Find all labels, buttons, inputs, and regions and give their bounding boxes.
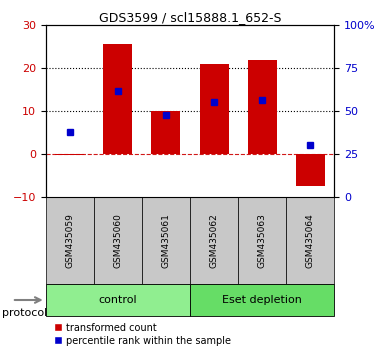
Text: protocol: protocol: [2, 308, 47, 318]
Bar: [55, 154, 84, 155]
Text: GSM435063: GSM435063: [258, 213, 267, 268]
Bar: [46, 197, 94, 284]
Title: GDS3599 / scl15888.1_652-S: GDS3599 / scl15888.1_652-S: [99, 11, 281, 24]
Text: GSM435064: GSM435064: [306, 213, 315, 268]
Text: GSM435062: GSM435062: [209, 213, 218, 268]
Bar: [94, 197, 142, 284]
Bar: [238, 197, 286, 284]
Text: GSM435060: GSM435060: [113, 213, 122, 268]
Bar: [142, 197, 190, 284]
Text: GSM435059: GSM435059: [65, 213, 74, 268]
Text: control: control: [98, 295, 137, 305]
Bar: [152, 111, 180, 154]
Bar: [286, 197, 334, 284]
Bar: [200, 64, 228, 154]
Bar: [190, 284, 334, 316]
Bar: [296, 154, 325, 186]
Bar: [190, 197, 238, 284]
Text: Eset depletion: Eset depletion: [222, 295, 302, 305]
Legend: transformed count, percentile rank within the sample: transformed count, percentile rank withi…: [51, 319, 235, 350]
Bar: [46, 284, 190, 316]
Bar: [103, 44, 132, 154]
Text: GSM435061: GSM435061: [162, 213, 171, 268]
Bar: [248, 60, 277, 154]
